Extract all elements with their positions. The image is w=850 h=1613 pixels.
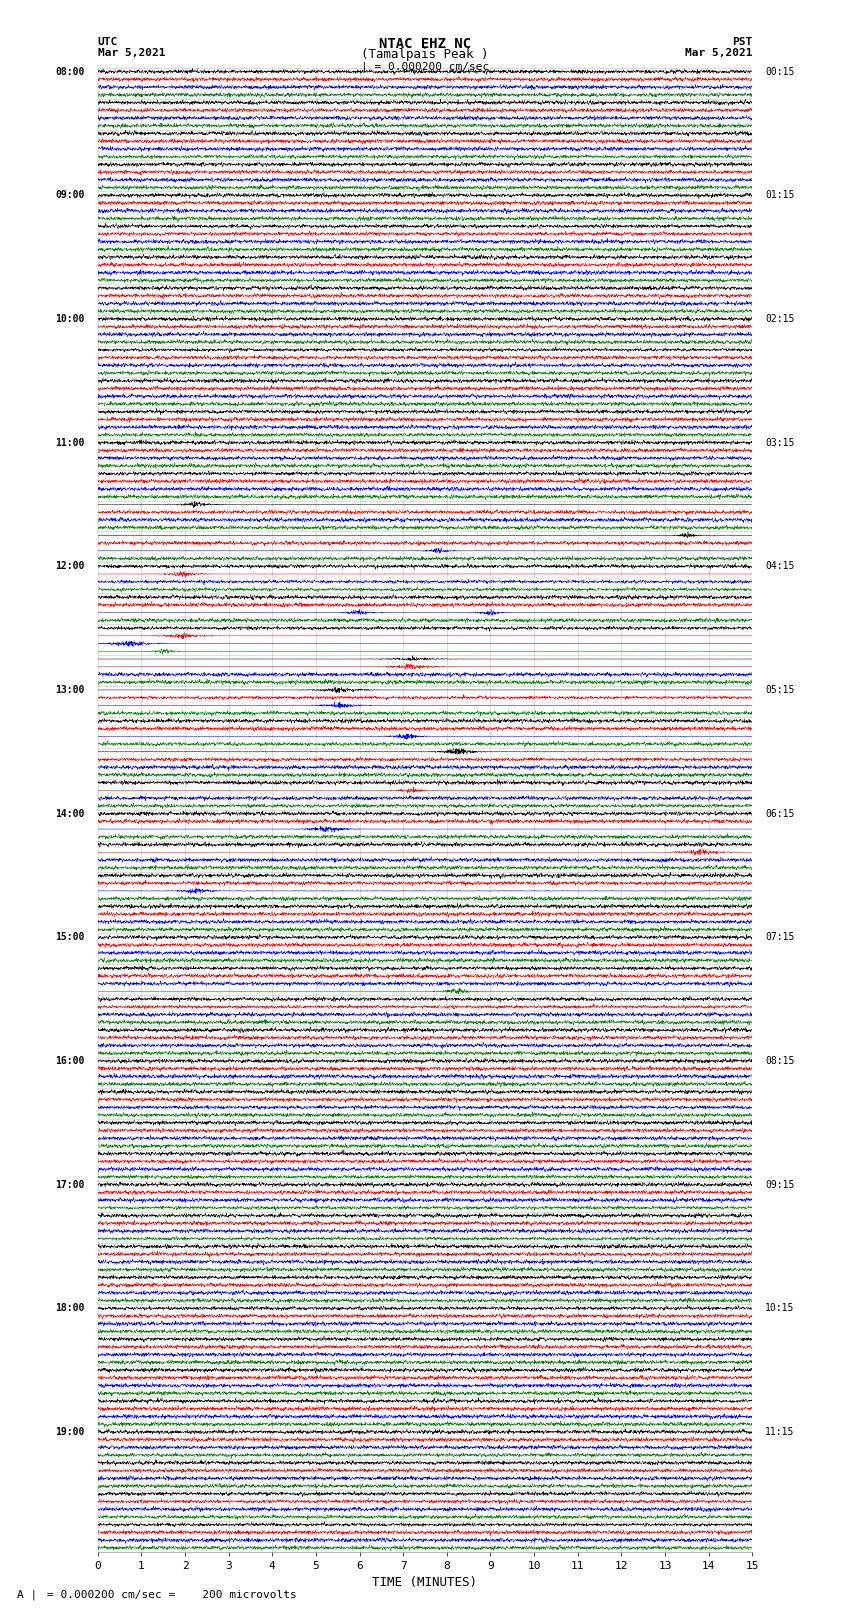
Text: Mar 5,2021: Mar 5,2021 bbox=[685, 48, 752, 58]
Text: 14:00: 14:00 bbox=[55, 808, 85, 818]
Text: 01:15: 01:15 bbox=[765, 190, 795, 200]
Text: = 0.000200 cm/sec =    200 microvolts: = 0.000200 cm/sec = 200 microvolts bbox=[47, 1590, 297, 1600]
Text: 11:00: 11:00 bbox=[55, 437, 85, 447]
Text: 15:00: 15:00 bbox=[55, 932, 85, 942]
Text: 11:15: 11:15 bbox=[765, 1428, 795, 1437]
Text: 18:00: 18:00 bbox=[55, 1303, 85, 1313]
Text: 09:00: 09:00 bbox=[55, 190, 85, 200]
Text: 16:00: 16:00 bbox=[55, 1057, 85, 1066]
Text: 08:15: 08:15 bbox=[765, 1057, 795, 1066]
Text: 02:15: 02:15 bbox=[765, 315, 795, 324]
Text: PST: PST bbox=[732, 37, 752, 47]
X-axis label: TIME (MINUTES): TIME (MINUTES) bbox=[372, 1576, 478, 1589]
Text: 12:00: 12:00 bbox=[55, 561, 85, 571]
Text: 10:00: 10:00 bbox=[55, 315, 85, 324]
Text: 08:00: 08:00 bbox=[55, 66, 85, 76]
Text: Mar 5,2021: Mar 5,2021 bbox=[98, 48, 165, 58]
Text: 06:15: 06:15 bbox=[765, 808, 795, 818]
Text: 00:15: 00:15 bbox=[765, 66, 795, 76]
Text: 07:15: 07:15 bbox=[765, 932, 795, 942]
Text: A |: A | bbox=[17, 1589, 37, 1600]
Text: 13:00: 13:00 bbox=[55, 686, 85, 695]
Text: 09:15: 09:15 bbox=[765, 1179, 795, 1189]
Text: (Tamalpais Peak ): (Tamalpais Peak ) bbox=[361, 48, 489, 61]
Text: 03:15: 03:15 bbox=[765, 437, 795, 447]
Text: 17:00: 17:00 bbox=[55, 1179, 85, 1189]
Text: 10:15: 10:15 bbox=[765, 1303, 795, 1313]
Text: UTC: UTC bbox=[98, 37, 118, 47]
Text: 05:15: 05:15 bbox=[765, 686, 795, 695]
Text: NTAC EHZ NC: NTAC EHZ NC bbox=[379, 37, 471, 52]
Text: | = 0.000200 cm/sec: | = 0.000200 cm/sec bbox=[361, 61, 489, 73]
Text: 19:00: 19:00 bbox=[55, 1428, 85, 1437]
Text: 04:15: 04:15 bbox=[765, 561, 795, 571]
